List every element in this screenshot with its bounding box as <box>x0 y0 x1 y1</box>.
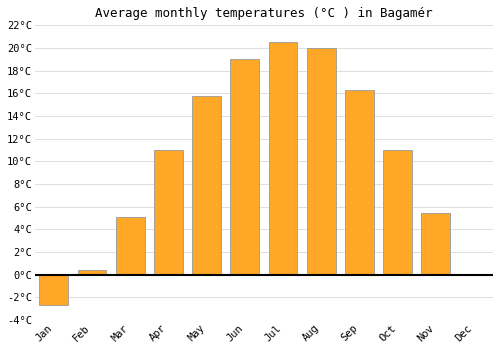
Bar <box>307 48 336 275</box>
Bar <box>192 96 221 275</box>
Bar <box>78 270 106 275</box>
Bar <box>116 217 144 275</box>
Bar <box>422 214 450 275</box>
Bar <box>345 90 374 275</box>
Bar <box>383 150 412 275</box>
Bar <box>230 59 259 275</box>
Title: Average monthly temperatures (°C ) in Bagamér: Average monthly temperatures (°C ) in Ba… <box>95 7 432 20</box>
Bar <box>40 275 68 305</box>
Bar <box>154 150 182 275</box>
Bar <box>268 42 298 275</box>
